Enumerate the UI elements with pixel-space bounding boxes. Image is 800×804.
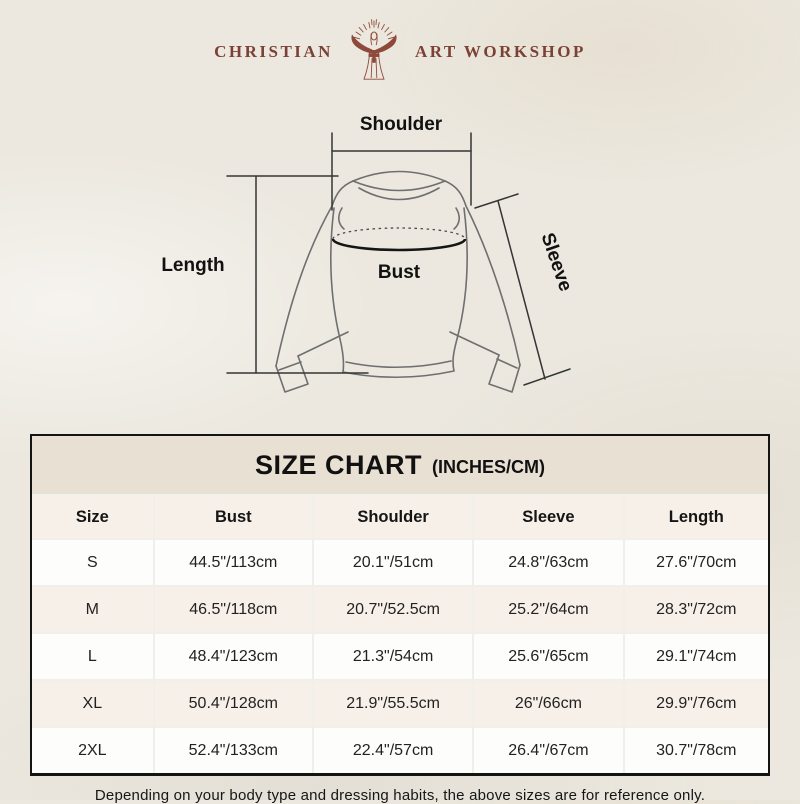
sweater-diagram-svg: Shoulder Length Bust Sleeve <box>0 96 800 426</box>
brand-name-right: ART WORKSHOP <box>415 42 586 62</box>
size-chart-title: SIZE CHART <box>255 450 422 481</box>
cell-length: 29.9"/76cm <box>625 681 768 726</box>
header-cell-sleeve: Sleeve <box>474 496 622 538</box>
cell-length: 30.7"/78cm <box>625 728 768 773</box>
cell-bust: 48.4"/123cm <box>155 634 312 679</box>
cell-shoulder: 21.9"/55.5cm <box>314 681 472 726</box>
cell-size: S <box>32 540 153 585</box>
cell-sleeve: 25.6"/65cm <box>474 634 622 679</box>
cell-size: 2XL <box>32 728 153 773</box>
header-cell-length: Length <box>625 496 768 538</box>
bust-line-solid <box>333 239 465 250</box>
bust-line-dotted <box>333 228 465 239</box>
cell-sleeve: 25.2"/64cm <box>474 587 622 632</box>
bust-label: Bust <box>378 262 421 283</box>
cell-size: XL <box>32 681 153 726</box>
cell-size: M <box>32 587 153 632</box>
size-chart-table: SIZE CHART (INCHES/CM) Size Bust Shoulde… <box>30 434 770 776</box>
brand-logo: CHRISTIAN <box>0 0 800 90</box>
cell-shoulder: 20.1"/51cm <box>314 540 472 585</box>
cell-sleeve: 26.4"/67cm <box>474 728 622 773</box>
jesus-emblem-icon <box>342 14 406 90</box>
cell-bust: 44.5"/113cm <box>155 540 312 585</box>
size-chart-title-band: SIZE CHART (INCHES/CM) <box>32 436 768 496</box>
size-chart-units: (INCHES/CM) <box>432 453 545 478</box>
halo-rays-icon <box>354 20 394 39</box>
cell-shoulder: 22.4"/57cm <box>314 728 472 773</box>
cell-size: L <box>32 634 153 679</box>
cell-length: 27.6"/70cm <box>625 540 768 585</box>
sleeve-label: Sleeve <box>536 230 575 294</box>
head-icon <box>371 32 377 45</box>
cell-bust: 52.4"/133cm <box>155 728 312 773</box>
cell-length: 28.3"/72cm <box>625 587 768 632</box>
shoulder-label: Shoulder <box>360 114 443 135</box>
header-cell-size: Size <box>32 496 153 538</box>
header-cell-bust: Bust <box>155 496 312 538</box>
cell-sleeve: 26"/66cm <box>474 681 622 726</box>
cell-shoulder: 20.7"/52.5cm <box>314 587 472 632</box>
cell-length: 29.1"/74cm <box>625 634 768 679</box>
length-label: Length <box>161 255 224 276</box>
length-measure-line <box>227 176 368 373</box>
cell-bust: 46.5"/118cm <box>155 587 312 632</box>
measurement-diagram: Shoulder Length Bust Sleeve <box>0 96 800 426</box>
reference-footnote: Depending on your body type and dressing… <box>0 787 800 804</box>
cell-sleeve: 24.8"/63cm <box>474 540 622 585</box>
brand-name-left: CHRISTIAN <box>214 42 333 62</box>
header-cell-shoulder: Shoulder <box>314 496 472 538</box>
size-chart-grid: Size Bust Shoulder Sleeve Length S 44.5"… <box>32 496 768 773</box>
cell-bust: 50.4"/128cm <box>155 681 312 726</box>
cell-shoulder: 21.3"/54cm <box>314 634 472 679</box>
